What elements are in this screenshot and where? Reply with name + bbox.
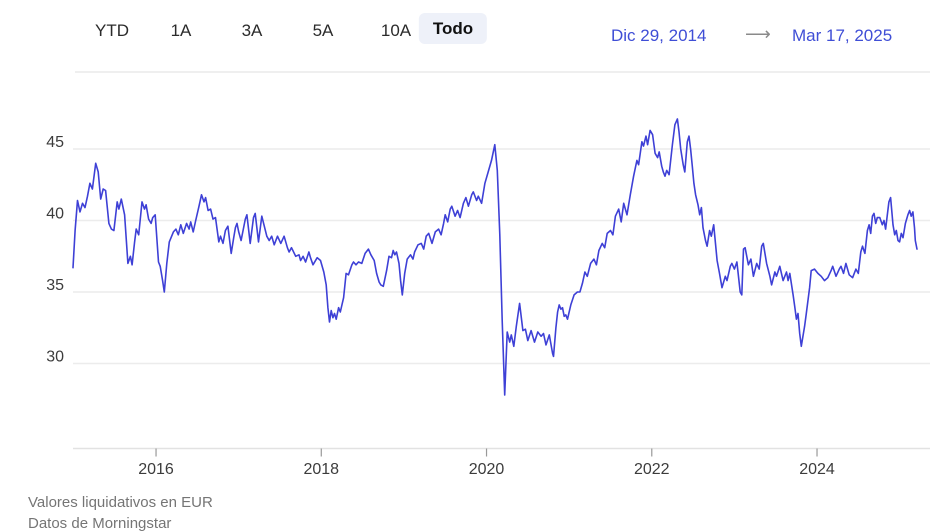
y-axis-tick-label: 40 bbox=[46, 206, 64, 223]
range-tab-5a[interactable]: 5A bbox=[311, 17, 336, 45]
end-date-picker[interactable]: Mar 17, 2025 bbox=[792, 26, 893, 45]
toolbar-divider bbox=[75, 71, 930, 73]
y-axis-tick-label: 45 bbox=[46, 134, 64, 151]
footer-source-note: Datos de Morningstar bbox=[28, 515, 172, 532]
arrow-right-icon: ⟶ bbox=[745, 24, 771, 44]
x-axis-tick-label: 2018 bbox=[303, 461, 339, 478]
x-axis-tick-label: 2020 bbox=[469, 461, 505, 478]
x-axis-tick-label: 2022 bbox=[634, 461, 670, 478]
range-tab-ytd[interactable]: YTD bbox=[93, 17, 131, 45]
y-axis-tick-label: 30 bbox=[46, 349, 64, 366]
start-date-picker[interactable]: Dic 29, 2014 bbox=[611, 26, 707, 45]
range-tab-3a[interactable]: 3A bbox=[240, 17, 265, 45]
x-axis-tick-label: 2016 bbox=[138, 461, 174, 478]
y-axis-tick-label: 35 bbox=[46, 277, 64, 294]
nav-price-series-line bbox=[72, 118, 918, 396]
range-tab-1a[interactable]: 1A bbox=[169, 17, 194, 45]
nav-price-line-chart[interactable]: 30 35 40 45 2016 2018 2020 2022 2024 bbox=[0, 0, 941, 485]
x-axis-tick-label: 2024 bbox=[799, 461, 835, 478]
range-tab-10a[interactable]: 10A bbox=[379, 17, 413, 45]
range-tab-todo[interactable]: Todo bbox=[418, 13, 488, 44]
footer-currency-note: Valores liquidativos en EUR bbox=[28, 494, 213, 511]
